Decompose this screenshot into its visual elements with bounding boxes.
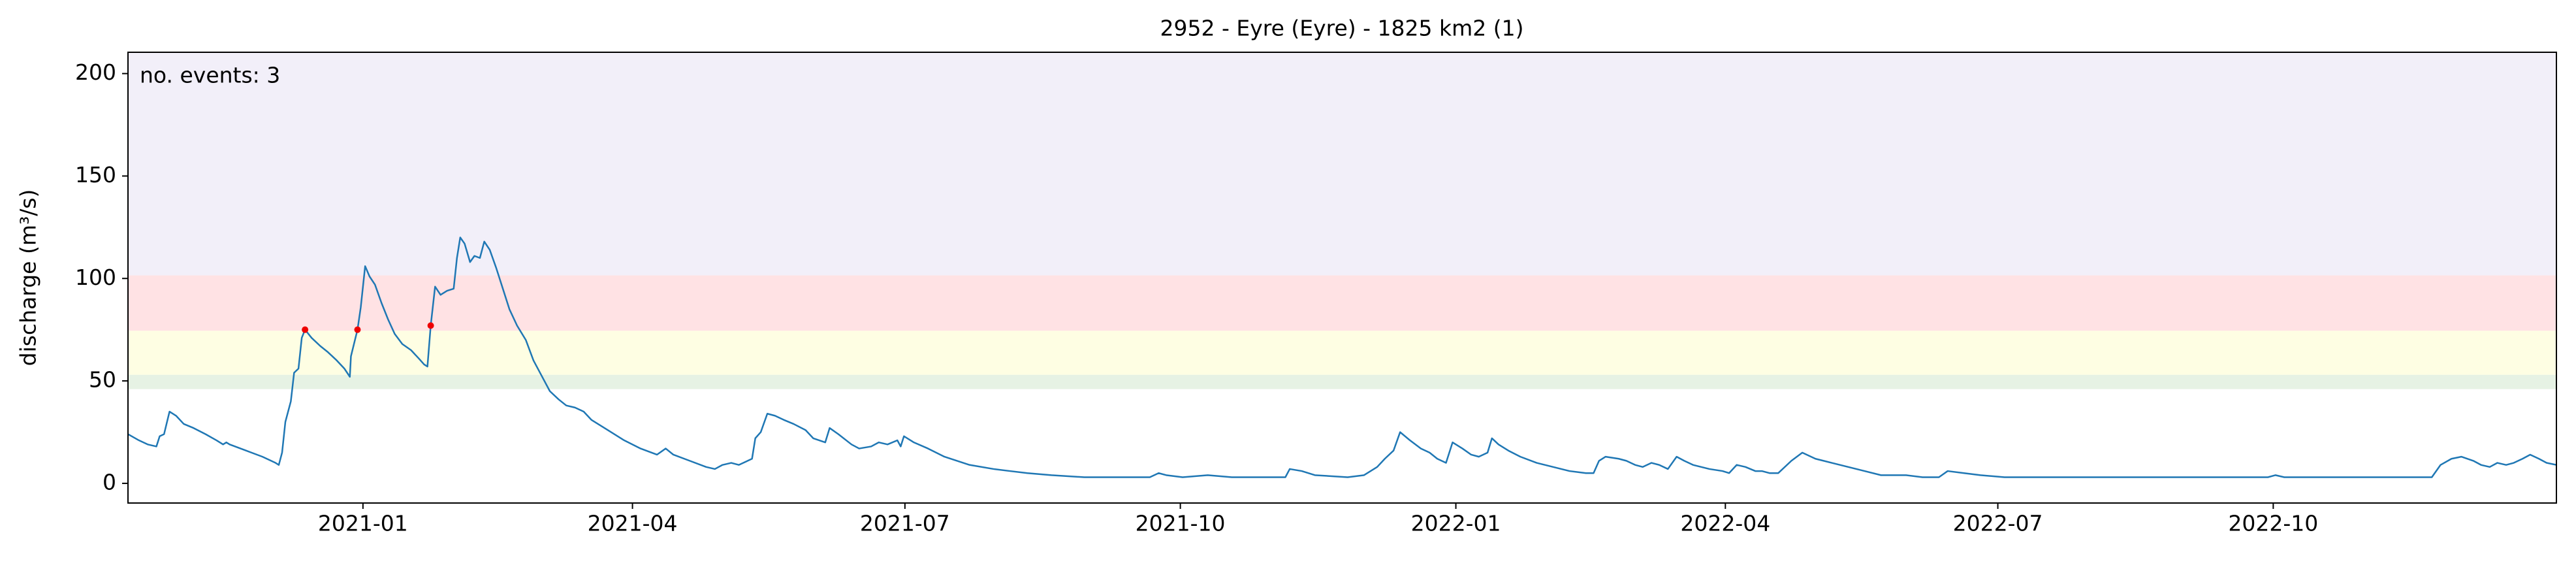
x-tick-label: 2021-10 [1136,511,1226,536]
y-tick-label: 0 [103,469,116,495]
y-axis-label: discharge (m³/s) [16,189,41,366]
event-marker [427,322,434,329]
chart-title: 2952 - Eyre (Eyre) - 1825 km2 (1) [1160,16,1523,41]
y-tick-label: 150 [75,162,116,187]
event-count: no. events: 3 [140,63,280,88]
discharge-line [128,236,2556,478]
axes-frame [127,52,2557,504]
x-tick-label: 2021-04 [588,511,678,536]
x-tick-label: 2022-01 [1411,511,1501,536]
y-tick-label: 200 [75,59,116,85]
x-tick-label: 2022-10 [2228,511,2318,536]
event-marker [354,326,361,333]
y-tick-label: 100 [75,265,116,290]
y-tick-label: 50 [89,367,116,393]
threshold-band [128,331,2556,375]
event-marker [302,326,309,333]
threshold-band [128,374,2556,389]
x-tick-label: 2021-07 [860,511,950,536]
x-tick-label: 2022-04 [1680,511,1770,536]
x-tick-label: 2021-01 [318,511,408,536]
threshold-band [128,275,2556,331]
threshold-band [128,52,2556,276]
x-tick-label: 2022-07 [1953,511,2043,536]
